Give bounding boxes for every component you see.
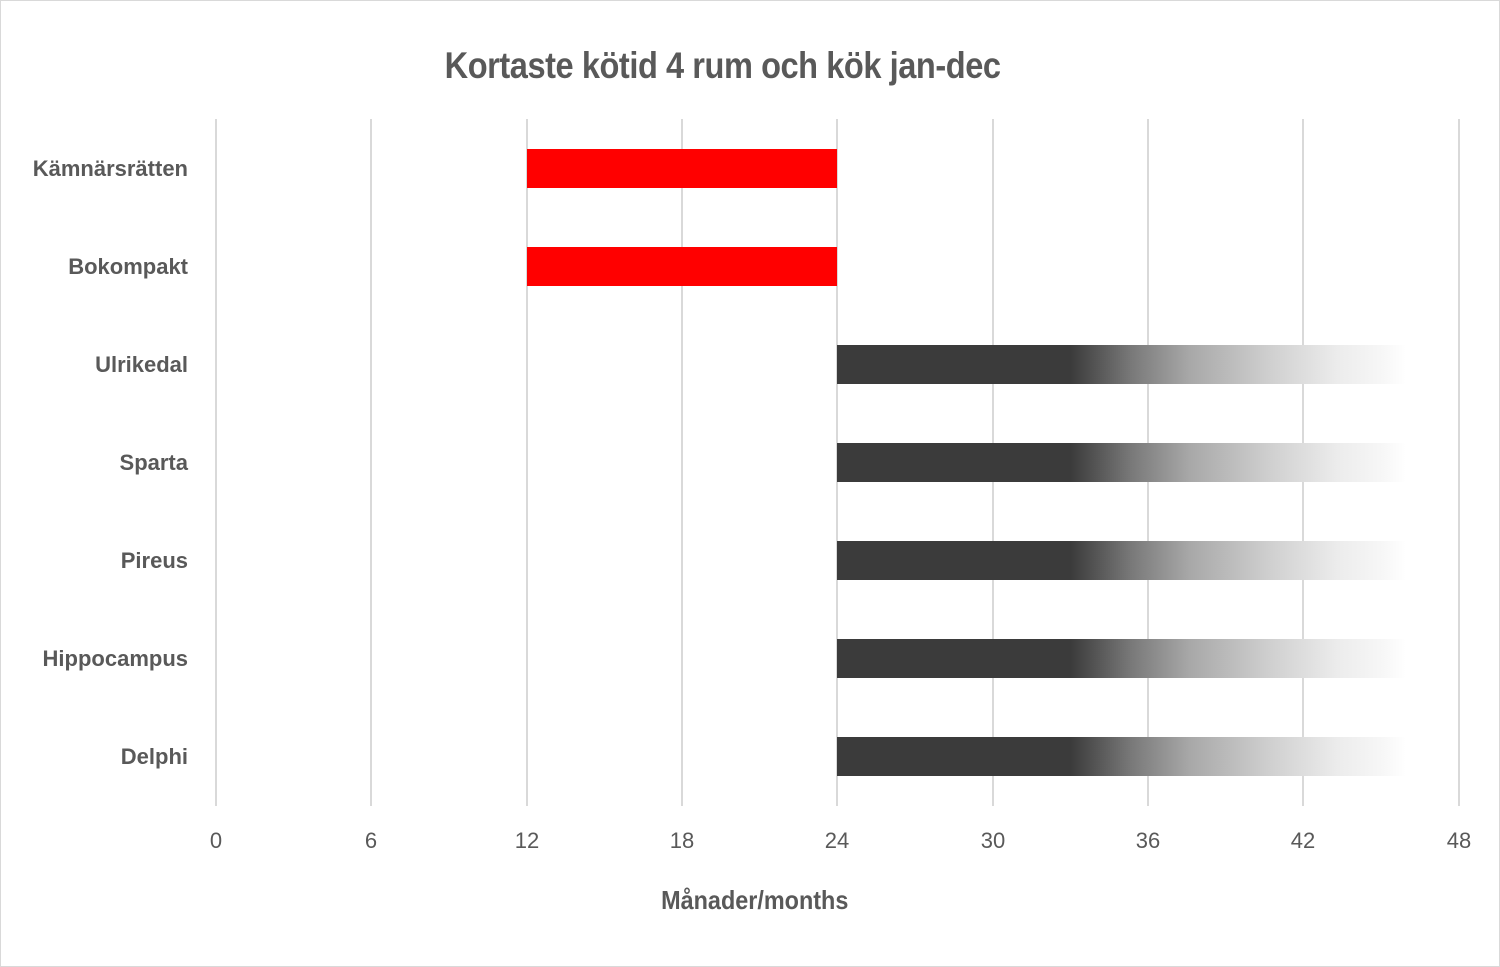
x-tick-label: 30 bbox=[980, 828, 1006, 853]
category-label: Hippocampus bbox=[42, 646, 188, 671]
x-tick-label: 48 bbox=[1446, 828, 1472, 853]
bar-bokompakt bbox=[527, 247, 837, 286]
x-tick-label: 36 bbox=[1135, 828, 1161, 853]
gridline-18 bbox=[681, 119, 683, 806]
category-label: Delphi bbox=[120, 744, 188, 769]
gridline-12 bbox=[526, 119, 528, 806]
category-label: Sparta bbox=[119, 450, 188, 475]
category-label: Bokompakt bbox=[68, 254, 188, 279]
gridline-48 bbox=[1458, 119, 1460, 806]
x-axis-title: Månader/months bbox=[661, 885, 849, 915]
bar-sparta bbox=[837, 443, 1406, 482]
x-tick-label: 12 bbox=[514, 828, 540, 853]
x-tick-label: 6 bbox=[364, 828, 378, 853]
bar-pireus bbox=[837, 541, 1406, 580]
bar-kamnarsratten bbox=[527, 149, 837, 188]
x-tick-label: 18 bbox=[669, 828, 695, 853]
gridline-6 bbox=[370, 119, 372, 806]
bar-delphi bbox=[837, 737, 1406, 776]
x-tick-label: 42 bbox=[1290, 828, 1316, 853]
category-label: Ulrikedal bbox=[95, 352, 188, 377]
gridline-0 bbox=[215, 119, 217, 806]
plot-area bbox=[215, 119, 1460, 806]
chart-title: Kortaste kötid 4 rum och kök jan-dec bbox=[444, 45, 1001, 86]
x-tick-label: 0 bbox=[209, 828, 223, 853]
bar-hippocampus bbox=[837, 639, 1406, 678]
bar-ulrikedal bbox=[837, 345, 1406, 384]
category-label: Kämnärsrätten bbox=[32, 156, 188, 181]
x-tick-label: 24 bbox=[824, 828, 850, 853]
category-label: Pireus bbox=[120, 548, 188, 573]
